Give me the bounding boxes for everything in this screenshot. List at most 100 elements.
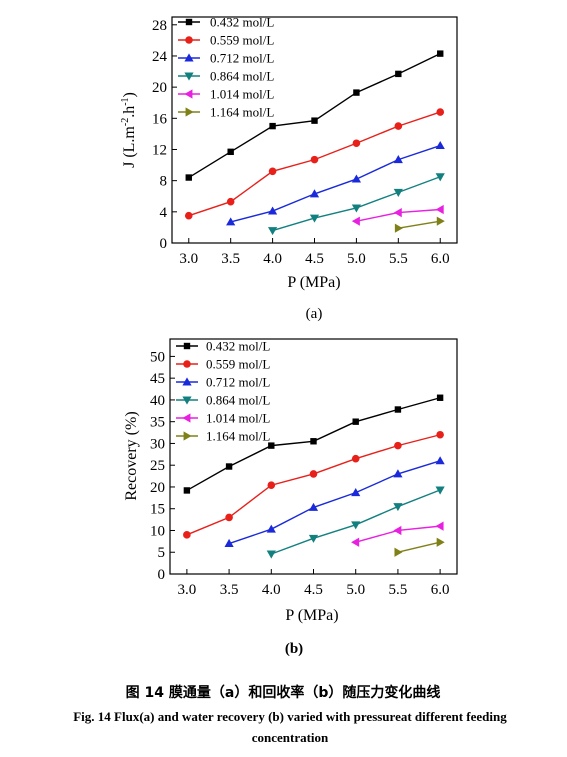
data-point-3 — [309, 214, 320, 223]
data-point-1 — [352, 139, 361, 148]
x-ticks-b: 3.0 3.5 4.0 4.5 5.0 5.5 6.0 — [178, 569, 450, 598]
caption-chinese: 图 14 膜通量（a）和回收率（b）随压力变化曲线 — [126, 684, 441, 701]
legend-marker-5 — [185, 107, 194, 117]
legend-label-3: 0.864 mol/L — [206, 393, 270, 408]
legend-label-1: 0.559 mol/L — [210, 33, 274, 48]
y-tick-label: 0 — [160, 236, 168, 252]
data-point-3 — [267, 227, 278, 236]
y-tick-label: 24 — [152, 49, 168, 65]
data-point-0 — [269, 122, 276, 130]
y-tick-label: 0 — [158, 567, 166, 583]
y-tick-label: 50 — [150, 349, 165, 365]
legend-marker-2 — [184, 53, 194, 62]
y-tick-label: 45 — [150, 371, 165, 387]
legend-label-5: 1.164 mol/L — [206, 429, 270, 444]
data-point-3 — [393, 503, 403, 512]
y-tick-label: 10 — [150, 523, 165, 539]
legend-marker-5 — [183, 431, 192, 441]
data-point-0 — [437, 50, 444, 57]
y-tick-label: 25 — [150, 458, 165, 474]
data-point-0 — [395, 70, 402, 78]
legend-label-2: 0.712 mol/L — [206, 375, 270, 390]
legend-marker-1 — [185, 36, 193, 44]
data-point-3 — [351, 204, 362, 213]
y-axis-label-a-sup2: -1 — [120, 97, 131, 105]
data-point-3 — [266, 550, 276, 559]
data-point-2 — [435, 456, 445, 465]
data-point-5 — [436, 216, 445, 226]
data-point-1 — [183, 531, 191, 539]
chart-panel-b: 0 5 10 15 20 25 30 35 40 45 50 3.0 3.5 4.0 4.5 5.0 5.5 6… — [123, 338, 458, 657]
data-point-2 — [393, 469, 403, 478]
y-axis-label-a-sup1: -2 — [120, 118, 131, 126]
x-tick-label: 4.5 — [305, 251, 324, 267]
data-point-2 — [267, 206, 278, 215]
data-point-1 — [309, 470, 318, 478]
legend-marker-0 — [185, 18, 193, 26]
series-group-a — [184, 50, 445, 236]
y-axis-label-b: Recovery (%) — [123, 411, 140, 500]
legend-marker-3 — [184, 72, 194, 81]
data-point-2 — [435, 140, 445, 150]
data-point-0 — [183, 487, 191, 494]
data-point-2 — [393, 155, 403, 164]
legend-a: 0.432 mol/L 0.559 mol/L 0.712 mol/L 0.864 m… — [178, 15, 274, 120]
x-tick-label: 4.0 — [263, 251, 282, 267]
series-line-5 — [398, 220, 441, 229]
x-axis-label-a: P (MPa) — [287, 274, 340, 291]
legend-label-4: 1.014 mol/L — [206, 411, 270, 426]
legend-marker-4 — [184, 89, 193, 99]
legend-label-0: 0.432 mol/L — [210, 15, 274, 30]
data-point-1 — [310, 155, 319, 164]
y-tick-label: 16 — [152, 111, 168, 127]
y-tick-label: 4 — [160, 205, 168, 221]
legend-marker-1 — [183, 360, 191, 368]
y-tick-label: 20 — [152, 80, 167, 96]
data-point-2 — [226, 217, 236, 226]
data-point-5 — [394, 547, 403, 557]
data-point-4 — [351, 216, 360, 226]
data-point-1 — [394, 441, 402, 450]
data-point-0 — [185, 174, 192, 181]
legend-marker-3 — [182, 396, 192, 405]
data-point-1 — [184, 211, 193, 220]
legend-label-1: 0.559 mol/L — [206, 357, 270, 372]
data-point-2 — [351, 174, 362, 183]
panel-label-a: (a) — [306, 306, 323, 322]
data-point-1 — [394, 122, 403, 130]
y-axis-label-a: J (L.m-2.h-1) — [120, 92, 138, 168]
panel-label-b: (b) — [285, 641, 303, 657]
data-point-4 — [393, 208, 402, 218]
data-point-1 — [351, 454, 360, 463]
x-tick-label: 6.0 — [431, 582, 450, 598]
legend-label-5: 1.164 mol/L — [210, 105, 274, 120]
y-tick-label: 30 — [150, 436, 165, 452]
chart-panel-a: 0 4 8 12 16 20 24 28 3.0 3.5 4.0 4.5 5.0 5.5 6.0 0.43… — [120, 15, 458, 322]
data-point-1 — [436, 108, 445, 116]
legend-label-2: 0.712 mol/L — [210, 51, 274, 66]
data-point-4 — [393, 525, 402, 536]
data-point-2 — [351, 488, 361, 497]
data-point-3 — [435, 486, 445, 495]
legend-b: 0.432 mol/L 0.559 mol/L 0.712 mol/L 0.864 m… — [176, 339, 270, 444]
x-tick-label: 4.5 — [304, 582, 323, 598]
series-line-2 — [228, 460, 441, 545]
data-point-0 — [311, 117, 318, 124]
data-point-4 — [435, 521, 444, 531]
series-line-2 — [230, 144, 441, 223]
x-tick-label: 5.5 — [389, 251, 408, 267]
y-axis-label-a-part2: .h — [121, 106, 138, 118]
legend-label-3: 0.864 mol/L — [210, 69, 274, 84]
series-line-1 — [186, 434, 441, 536]
data-point-0 — [225, 463, 233, 470]
data-point-1 — [268, 167, 277, 176]
y-tick-label: 40 — [150, 393, 165, 409]
data-point-3 — [351, 521, 361, 530]
data-point-0 — [353, 89, 360, 96]
data-point-4 — [351, 537, 360, 547]
x-tick-label: 6.0 — [431, 251, 450, 267]
x-tick-label: 3.5 — [220, 582, 239, 598]
caption-english-line2: concentration — [252, 730, 329, 745]
data-point-0 — [227, 148, 234, 156]
